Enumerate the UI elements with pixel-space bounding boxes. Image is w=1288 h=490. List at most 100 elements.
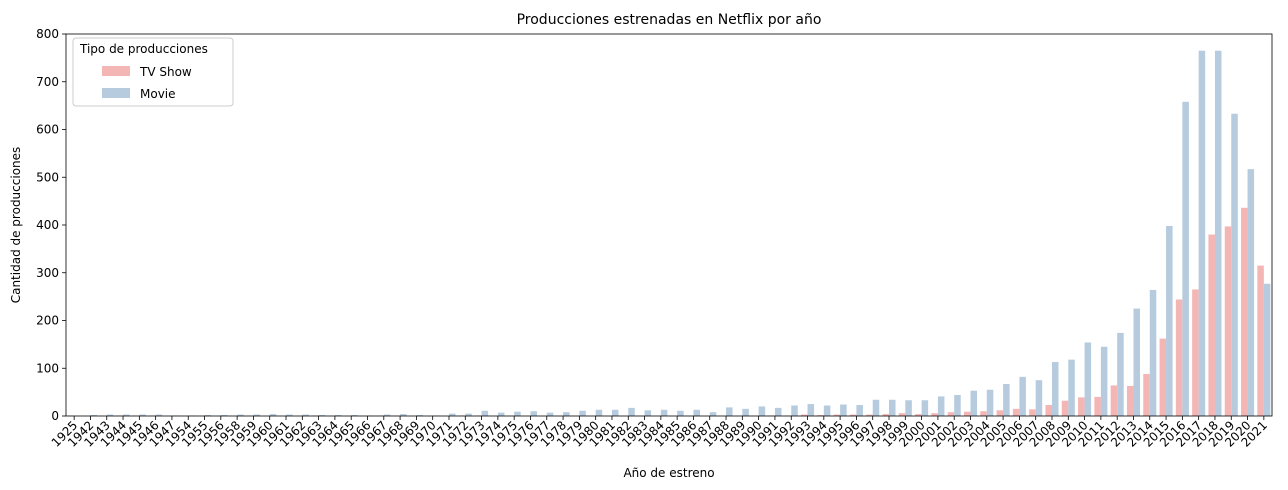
bar-movie-2011 — [1100, 346, 1108, 416]
bar-movie-1969 — [416, 415, 423, 416]
bar-tv-show-1993 — [801, 414, 808, 416]
bar-tv-show-2020 — [1241, 207, 1248, 416]
bar-tv-show-2015 — [1159, 338, 1167, 416]
bar-movie-1975 — [514, 411, 521, 416]
legend-swatch-tv-show — [102, 66, 130, 76]
bar-movie-1972 — [465, 413, 472, 416]
bar-tv-show-2009 — [1061, 400, 1069, 416]
bar-movie-2021 — [1263, 283, 1271, 416]
bar-movie-1979 — [579, 410, 586, 416]
bar-movie-1944 — [123, 414, 130, 416]
bar-movie-1945 — [139, 414, 146, 416]
bar-movie-1987 — [709, 412, 717, 416]
bar-movie-1992 — [791, 405, 798, 416]
bar-movie-1963 — [318, 415, 326, 416]
bar-movie-2018 — [1214, 50, 1222, 417]
bar-tv-show-2018 — [1208, 234, 1215, 416]
bar-tv-show-2021 — [1257, 265, 1264, 416]
bar-movie-2005 — [1003, 384, 1010, 416]
bar-movie-1991 — [774, 407, 782, 416]
bar-movie-1959 — [253, 414, 260, 416]
bar-tv-show-2014 — [1143, 373, 1150, 416]
bar-tv-show-2003 — [963, 411, 971, 416]
x-axis: 1925194219431944194519461947195419551956… — [49, 416, 1270, 450]
bar-movie-2014 — [1149, 289, 1157, 416]
bar-movie-2015 — [1166, 225, 1173, 416]
legend: Tipo de producciones TV Show Movie — [72, 37, 234, 107]
bar-movie-1968 — [400, 414, 407, 416]
bar-tv-show-2010 — [1078, 397, 1085, 416]
bar-movie-1989 — [742, 408, 749, 416]
bar-tv-show-2005 — [996, 410, 1004, 416]
bar-movie-1958 — [237, 414, 244, 416]
bar-movie-2019 — [1231, 113, 1238, 417]
y-axis: 0 100 200 300 400 500 600 700 800 — [36, 27, 66, 423]
bars-group — [67, 50, 1271, 417]
bar-movie-1995 — [840, 404, 847, 416]
bar-tv-show-2013 — [1126, 385, 1134, 416]
bar-movie-2000 — [921, 400, 929, 416]
bar-tv-show-2000 — [915, 414, 922, 416]
bar-movie-1961 — [286, 414, 293, 416]
bar-tv-show-2007 — [1029, 409, 1036, 416]
y-tick-label: 400 — [36, 218, 59, 232]
bar-movie-1971 — [448, 413, 456, 416]
bar-movie-2002 — [954, 394, 961, 416]
chart-title: Producciones estrenadas en Netflix por a… — [517, 12, 822, 28]
y-tick-label: 100 — [36, 361, 59, 375]
bar-movie-1994 — [823, 405, 831, 416]
bar-tv-show-2004 — [980, 411, 987, 416]
y-tick-label: 500 — [36, 170, 59, 184]
y-tick-label: 600 — [36, 123, 59, 137]
bar-movie-1962 — [302, 414, 309, 416]
y-tick-label: 0 — [51, 409, 59, 423]
y-tick-label: 700 — [36, 75, 59, 89]
bar-movie-1986 — [693, 409, 700, 416]
bar-movie-1964 — [334, 415, 342, 416]
bar-movie-1973 — [481, 410, 489, 416]
bar-tv-show-2001 — [931, 413, 938, 416]
bar-movie-1976 — [530, 411, 537, 416]
y-tick-label: 800 — [36, 27, 59, 41]
bar-movie-2013 — [1133, 308, 1140, 416]
bar-movie-2007 — [1035, 380, 1043, 416]
bar-movie-1990 — [758, 406, 766, 416]
legend-title: Tipo de producciones — [79, 42, 208, 56]
bar-movie-2017 — [1198, 50, 1206, 417]
bar-movie-1988 — [726, 407, 733, 416]
bar-tv-show-2008 — [1045, 405, 1052, 416]
bar-movie-1982 — [628, 407, 635, 416]
bar-movie-1997 — [872, 399, 880, 416]
bar-movie-1980 — [595, 409, 603, 416]
bar-movie-1983 — [644, 410, 652, 416]
y-tick-label: 200 — [36, 314, 59, 328]
bar-movie-1942 — [90, 415, 97, 416]
bar-movie-1985 — [677, 410, 684, 416]
bar-movie-1996 — [856, 405, 863, 416]
bar-movie-2016 — [1182, 101, 1189, 417]
bar-movie-1978 — [563, 412, 570, 416]
bar-movie-1999 — [905, 400, 912, 416]
bar-movie-1993 — [807, 404, 815, 416]
bar-movie-1960 — [269, 414, 277, 416]
bar-movie-2009 — [1068, 359, 1075, 416]
y-axis-title: Cantidad de producciones — [9, 147, 23, 304]
bar-movie-1967 — [383, 414, 391, 416]
bar-movie-2004 — [986, 389, 994, 416]
legend-label-movie: Movie — [140, 87, 176, 101]
bar-movie-1955 — [204, 415, 212, 416]
bar-movie-1977 — [546, 412, 554, 416]
bar-tv-show-1995 — [833, 414, 841, 416]
bar-movie-1965 — [351, 415, 358, 416]
x-axis-title: Año de estreno — [623, 466, 714, 480]
bar-movie-2020 — [1247, 169, 1255, 416]
bar-tv-show-2016 — [1175, 299, 1183, 416]
bar-tv-show-2002 — [947, 412, 955, 416]
bar-tv-show-2011 — [1094, 396, 1101, 416]
bar-movie-1998 — [889, 399, 896, 416]
bar-tv-show-2019 — [1224, 226, 1232, 416]
bar-tv-show-1999 — [898, 413, 906, 416]
bar-movie-2008 — [1051, 362, 1059, 416]
bar-movie-2010 — [1084, 342, 1092, 416]
bar-tv-show-2006 — [1012, 408, 1020, 416]
